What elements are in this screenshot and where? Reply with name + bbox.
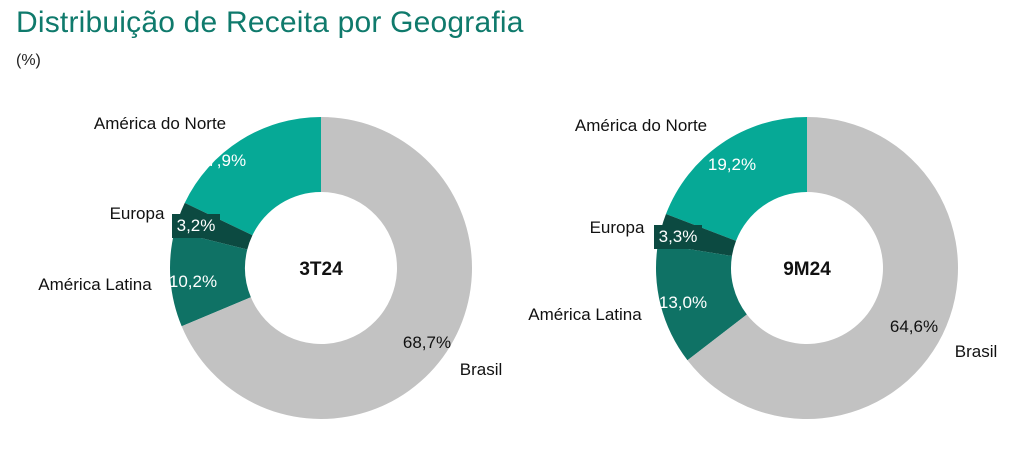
value-label-bg-europa <box>654 225 702 249</box>
slice-brasil <box>181 117 472 419</box>
value-label-america-do-norte: 17,9% <box>198 151 246 170</box>
value-label-america-latina: 10,2% <box>169 272 217 291</box>
value-label-america-latina: 13,0% <box>659 293 707 312</box>
unit-label: (%) <box>16 52 41 69</box>
category-label-brasil: Brasil <box>460 360 503 379</box>
value-label-america-do-norte: 19,2% <box>708 155 756 174</box>
donut-chart-2: 19,2% 3,3% 13,0% 64,6% América do Norte Europ… <box>528 116 997 419</box>
value-label-brasil: 68,7% <box>403 333 451 352</box>
slice-america-do-norte <box>184 117 321 236</box>
category-label-america-latina: América Latina <box>38 275 152 294</box>
value-label-europa: 3,2% <box>177 216 216 235</box>
category-label-europa: Europa <box>110 204 165 223</box>
donut-chart-1: 17,9% 3,2% 10,2% 68,7% América do Norte Europ… <box>38 114 502 419</box>
category-label-brasil: Brasil <box>955 342 998 361</box>
chart-title: Distribuição de Receita por Geografia <box>16 6 524 39</box>
slice-brasil <box>687 117 958 419</box>
category-label-europa: Europa <box>590 218 645 237</box>
value-label-brasil: 64,6% <box>890 317 938 336</box>
slice-america-do-norte <box>665 117 807 241</box>
value-label-europa: 3,3% <box>659 227 698 246</box>
center-label: 9M24 <box>783 259 831 280</box>
category-label-america-do-norte: América do Norte <box>575 116 707 135</box>
value-label-bg-europa <box>172 214 220 238</box>
category-label-america-do-norte: América do Norte <box>94 114 226 133</box>
slice-america-latina <box>170 231 251 327</box>
slice-america-latina <box>656 244 747 361</box>
center-label: 3T24 <box>299 259 343 280</box>
category-label-america-latina: América Latina <box>528 305 642 324</box>
